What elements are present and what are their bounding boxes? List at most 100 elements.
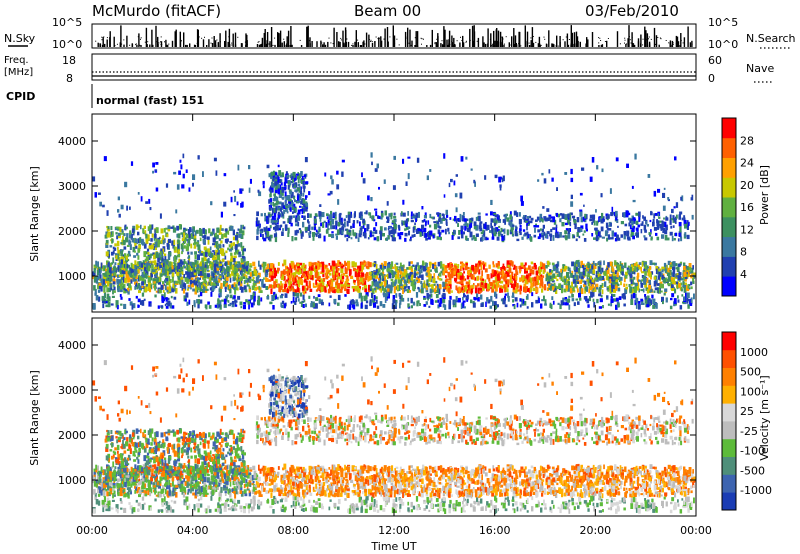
power-echo	[389, 269, 393, 275]
power-echo	[555, 288, 558, 294]
power-echo	[374, 287, 377, 291]
power-echo	[299, 262, 303, 266]
power-echo	[672, 225, 675, 228]
power-echo	[399, 286, 403, 289]
power-echo	[456, 281, 460, 284]
power-echo	[328, 272, 332, 276]
power-echo	[669, 231, 673, 236]
nsearch-dot	[123, 39, 125, 41]
power-echo	[361, 264, 365, 270]
power-echo	[412, 284, 415, 291]
power-echo	[574, 276, 577, 280]
power-echo	[653, 213, 656, 219]
power-echo	[150, 244, 154, 249]
power-echo	[199, 287, 202, 291]
power-echo	[635, 220, 639, 225]
nsky-spike	[354, 41, 356, 47]
nsky-spike	[259, 44, 261, 47]
power-echo	[107, 280, 110, 287]
power-echo	[305, 195, 307, 200]
power-echo	[583, 238, 587, 242]
power-echo	[624, 275, 628, 279]
power-echo	[614, 213, 618, 218]
power-echo	[503, 228, 506, 234]
power-echo	[388, 272, 391, 279]
power-echo	[555, 268, 559, 273]
power-echo	[548, 216, 552, 220]
nsky-spike	[311, 41, 313, 47]
power-echo	[680, 236, 683, 242]
power-echo	[615, 285, 618, 291]
power-echo	[529, 277, 533, 284]
power-echo	[286, 289, 289, 293]
nsky-spike	[362, 41, 364, 47]
power-echo	[257, 272, 261, 278]
power-echo	[392, 237, 396, 242]
power-echo	[680, 288, 683, 292]
power-echo	[193, 234, 197, 240]
power-echo	[115, 232, 118, 235]
power-echo	[518, 266, 521, 269]
power-echo	[383, 281, 386, 287]
freq-tick-top: 18	[62, 54, 76, 67]
power-echo	[308, 275, 310, 279]
power-echo	[509, 260, 513, 266]
power-echo	[406, 226, 409, 230]
power-echo	[448, 280, 452, 286]
nsky-spike	[260, 44, 262, 47]
power-echo	[190, 277, 194, 280]
power-echo	[213, 263, 217, 269]
power-echo	[470, 288, 473, 295]
power-echo	[586, 275, 589, 281]
power-echo	[341, 265, 344, 269]
power-echo	[276, 284, 279, 288]
power-echo	[161, 254, 163, 258]
nsearch-dot	[181, 40, 182, 42]
power-echo	[175, 256, 178, 260]
power-echo	[421, 283, 424, 289]
power-echo	[446, 286, 450, 292]
power-echo	[157, 276, 161, 281]
power-echo	[643, 279, 646, 285]
nsearch-dot	[398, 44, 400, 46]
power-echo	[630, 218, 634, 223]
power-echo	[316, 275, 320, 282]
power-echo	[146, 248, 150, 252]
power-echo	[476, 264, 480, 271]
power-echo	[243, 266, 247, 270]
power-echo	[624, 271, 628, 276]
power-echo	[332, 287, 334, 291]
power-echo	[241, 246, 244, 251]
power-echo	[138, 244, 141, 249]
power-echo	[227, 285, 230, 290]
power-echo	[358, 230, 361, 236]
power-echo	[592, 214, 596, 219]
power-echo	[497, 273, 500, 278]
power-echo	[228, 248, 232, 252]
nsearch-dot	[628, 36, 630, 38]
power-echo	[144, 230, 147, 236]
power-echo	[497, 220, 501, 223]
power-echo	[203, 283, 207, 287]
power-echo	[287, 286, 290, 290]
nsky-spike	[300, 45, 303, 47]
power-echo	[678, 272, 682, 276]
power-echo	[201, 269, 205, 275]
power-echo	[523, 266, 526, 270]
power-echo	[335, 263, 338, 269]
nsearch-dot	[258, 41, 260, 43]
power-echo	[232, 229, 235, 236]
power-echo	[197, 302, 200, 309]
power-echo	[167, 263, 170, 267]
power-echo	[315, 289, 319, 292]
power-echo	[416, 271, 419, 274]
nsky-spike	[559, 42, 561, 47]
nsearch-dot	[144, 41, 146, 43]
power-echo	[512, 299, 515, 303]
power-echo	[186, 262, 189, 267]
nsearch-dot	[655, 43, 656, 45]
power-echo	[562, 264, 565, 269]
power-echo	[219, 275, 222, 278]
power-echo	[644, 271, 647, 276]
power-echo	[423, 280, 426, 285]
